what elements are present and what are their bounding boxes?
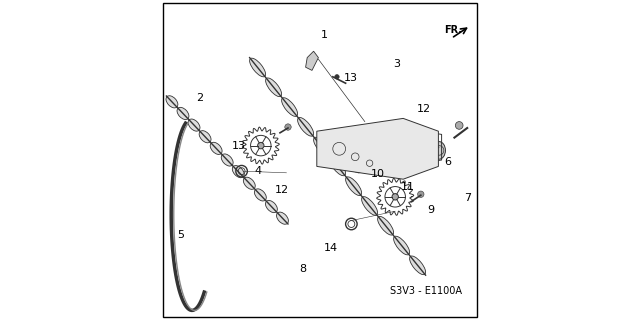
Text: 10: 10	[371, 169, 385, 180]
Text: 4: 4	[254, 166, 261, 176]
Text: 11: 11	[401, 182, 415, 192]
Circle shape	[335, 75, 339, 79]
Ellipse shape	[255, 189, 266, 201]
Text: 6: 6	[445, 156, 451, 167]
Polygon shape	[306, 51, 319, 70]
Ellipse shape	[243, 177, 255, 189]
Text: 7: 7	[463, 193, 471, 204]
Ellipse shape	[282, 98, 298, 116]
Ellipse shape	[410, 256, 426, 275]
Text: 1: 1	[321, 30, 328, 40]
Text: FR.: FR.	[444, 25, 462, 36]
Ellipse shape	[250, 58, 266, 77]
Ellipse shape	[188, 119, 200, 131]
Ellipse shape	[210, 142, 222, 155]
Ellipse shape	[221, 154, 233, 166]
Text: 12: 12	[275, 185, 289, 196]
Ellipse shape	[346, 177, 362, 196]
Circle shape	[376, 145, 383, 151]
Ellipse shape	[314, 137, 330, 156]
Text: 5: 5	[177, 230, 184, 240]
Text: S3V3 - E1100A: S3V3 - E1100A	[390, 286, 461, 296]
Circle shape	[392, 194, 398, 200]
Text: 14: 14	[324, 243, 339, 253]
Circle shape	[285, 124, 291, 130]
FancyArrow shape	[320, 142, 432, 152]
Text: 9: 9	[427, 204, 434, 215]
Ellipse shape	[199, 131, 211, 143]
Ellipse shape	[330, 157, 346, 176]
Ellipse shape	[276, 212, 289, 224]
Text: 12: 12	[417, 104, 431, 114]
Ellipse shape	[177, 108, 189, 120]
Text: 13: 13	[232, 140, 245, 151]
Ellipse shape	[378, 216, 394, 235]
Ellipse shape	[362, 196, 378, 215]
Text: 3: 3	[394, 59, 400, 69]
Ellipse shape	[266, 78, 282, 97]
Ellipse shape	[266, 200, 277, 212]
Ellipse shape	[298, 117, 314, 136]
Text: 2: 2	[196, 92, 204, 103]
Circle shape	[456, 122, 463, 129]
Circle shape	[372, 141, 387, 155]
Ellipse shape	[433, 141, 445, 159]
Polygon shape	[317, 118, 438, 179]
Circle shape	[417, 191, 424, 197]
Ellipse shape	[394, 236, 410, 255]
Text: 13: 13	[344, 73, 357, 84]
Circle shape	[258, 142, 264, 149]
Ellipse shape	[166, 96, 178, 108]
Ellipse shape	[232, 165, 244, 178]
Text: 8: 8	[300, 264, 307, 274]
